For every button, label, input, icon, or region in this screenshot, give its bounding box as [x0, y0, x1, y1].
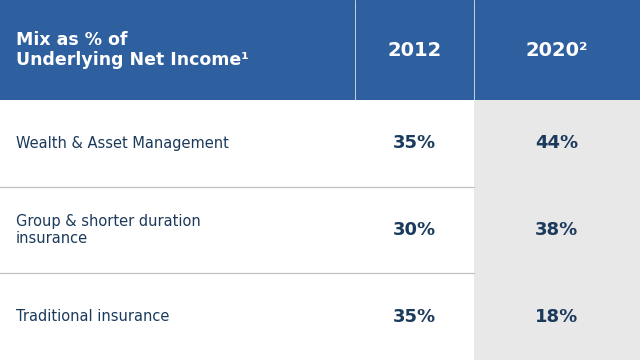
Text: Wealth & Asset Management: Wealth & Asset Management [16, 136, 229, 151]
Bar [0, 187, 355, 273]
Bar [355, 187, 474, 273]
Text: 35%: 35% [393, 134, 436, 152]
Text: Traditional insurance: Traditional insurance [16, 309, 170, 324]
Text: 2012: 2012 [387, 41, 442, 59]
Bar [355, 273, 474, 360]
Bar [474, 100, 640, 187]
Bar [355, 0, 474, 100]
Bar [0, 273, 355, 360]
Text: 38%: 38% [535, 221, 579, 239]
Bar [0, 100, 355, 187]
Text: 35%: 35% [393, 308, 436, 326]
Bar [474, 0, 640, 100]
Bar [474, 273, 640, 360]
Bar [0, 0, 355, 100]
Text: 18%: 18% [535, 308, 579, 326]
Text: 30%: 30% [393, 221, 436, 239]
Bar [355, 100, 474, 187]
Text: Group & shorter duration
insurance: Group & shorter duration insurance [16, 214, 201, 246]
Text: 44%: 44% [535, 134, 579, 152]
Text: 2020²: 2020² [525, 41, 588, 59]
Text: Mix as % of
Underlying Net Income¹: Mix as % of Underlying Net Income¹ [16, 31, 249, 69]
Bar [474, 187, 640, 273]
